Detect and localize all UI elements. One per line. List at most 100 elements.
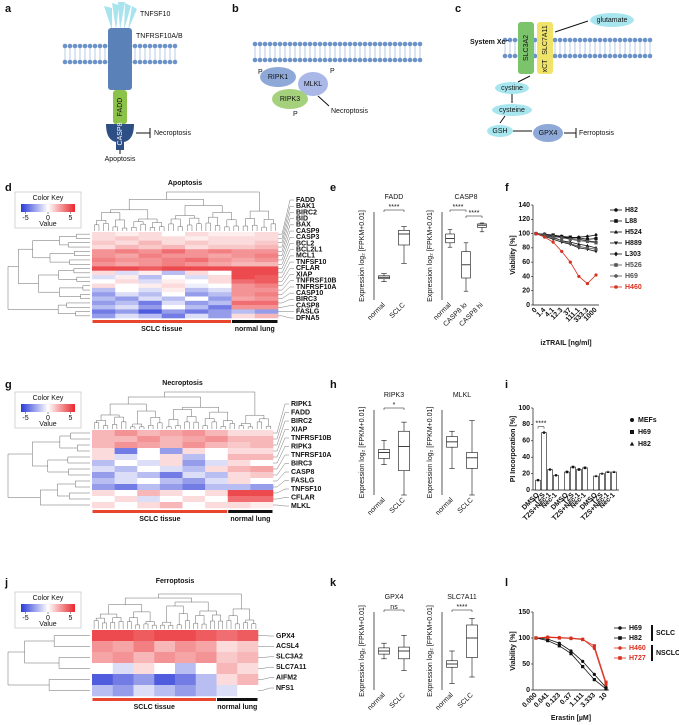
- lipid-head: [332, 57, 338, 63]
- cysteine-label: cysteine: [499, 107, 525, 114]
- data-point: [577, 244, 581, 249]
- heatmap-cell: [161, 309, 186, 314]
- phospho-label: P: [330, 68, 335, 75]
- color-key-label: Value: [39, 221, 56, 228]
- heatmap-cell: [161, 292, 186, 297]
- lipid-head: [72, 59, 78, 65]
- heatmap-cell: [205, 472, 229, 479]
- heatmap-cell: [227, 490, 251, 497]
- data-point: [565, 470, 569, 474]
- heatmap-cell: [137, 472, 161, 479]
- row-label: BCL2: [296, 240, 314, 247]
- lipid-head: [172, 43, 178, 49]
- lipid-head: [642, 53, 648, 59]
- lipid-head: [82, 43, 88, 49]
- lipid-head: [82, 59, 88, 65]
- arrow: [554, 20, 589, 33]
- heatmap-cell: [208, 279, 232, 284]
- row-label: CASP10: [296, 290, 323, 297]
- lipid-head: [392, 57, 398, 63]
- chart-title: MLKL: [453, 392, 471, 399]
- heatmap-cell: [137, 442, 161, 449]
- heatmap-cell: [138, 313, 163, 319]
- lipid-head: [372, 41, 378, 47]
- lipid-head: [412, 41, 418, 47]
- heatmap-cell: [205, 442, 229, 449]
- lipid-head: [102, 43, 108, 49]
- heatmap-cell: [182, 478, 206, 485]
- row-leader: [278, 199, 294, 235]
- heatmap-cell: [161, 270, 186, 276]
- cysteine-node: [492, 104, 532, 116]
- heatmap-cell: [138, 275, 163, 280]
- color-key-title: Color Key: [33, 395, 64, 402]
- group-bar: [92, 510, 228, 513]
- heatmap-cell: [205, 466, 229, 473]
- heatmap-cell: [185, 279, 209, 284]
- heatmap-cell: [185, 296, 209, 302]
- heatmap-cell: [216, 630, 238, 642]
- group-label: SCLC tissue: [141, 326, 182, 333]
- lipid-head: [142, 43, 148, 49]
- heatmap-cell: [254, 257, 279, 263]
- lipid-head: [612, 53, 618, 59]
- data-point: [594, 474, 598, 478]
- lipid-head: [152, 59, 158, 65]
- color-key-label: Value: [39, 421, 56, 428]
- heatmap-cell: [216, 674, 238, 686]
- significance-label: ****: [536, 420, 547, 427]
- lipid-head: [327, 57, 333, 63]
- lipid-head: [347, 41, 353, 47]
- data-point: [581, 659, 585, 664]
- heatmap-cell: [161, 279, 186, 284]
- row-leader: [258, 656, 274, 658]
- lipid-head: [72, 43, 78, 49]
- lipid-head: [617, 37, 623, 43]
- heatmap-cell: [161, 262, 186, 267]
- heatmap-cell: [254, 262, 279, 267]
- legend-label: H727: [629, 655, 646, 662]
- heatmap-cell: [159, 484, 183, 491]
- data-point: [569, 636, 573, 641]
- lipid-head: [632, 37, 638, 43]
- lipid-head: [312, 41, 318, 47]
- ligand: [104, 2, 137, 30]
- chart-title: FADD: [385, 194, 404, 201]
- heatmap-cell: [250, 502, 274, 509]
- heatmap-cell: [133, 630, 155, 642]
- panel-label: k: [330, 577, 337, 589]
- heatmap-cell: [227, 448, 251, 455]
- blocked-label: Necroptosis: [154, 130, 191, 137]
- heatmap-cell: [237, 663, 259, 675]
- heatmap-cell: [92, 641, 114, 653]
- heatmap-cell: [114, 478, 138, 485]
- row-leader: [273, 437, 289, 458]
- row-label: CASP3: [296, 234, 319, 241]
- heatmap-cell: [115, 253, 139, 259]
- row-leader: [273, 454, 289, 470]
- heatmap-cell: [92, 296, 116, 302]
- y-axis-label: Expression log₂ [FPKM+0.01]: [359, 605, 366, 697]
- heatmap-cell: [114, 472, 138, 479]
- heatmap-cell: [254, 240, 279, 246]
- lipid-head: [597, 53, 603, 59]
- row-leader: [278, 243, 294, 265]
- heatmap-cell: [227, 436, 251, 443]
- gpx4-label: GPX4: [539, 130, 558, 137]
- heatmap-cell: [254, 266, 279, 271]
- row-leader: [278, 255, 294, 274]
- row-label: BIRC3: [291, 460, 312, 467]
- lipid-head: [567, 37, 573, 43]
- heatmap-cell: [185, 244, 209, 250]
- group-bar: [232, 320, 278, 323]
- heatmap-cell: [92, 472, 115, 479]
- y-tick-label: 40: [522, 454, 530, 461]
- lipid-head: [277, 57, 283, 63]
- row-label: MCL1: [296, 253, 315, 260]
- lipid-head: [617, 53, 623, 59]
- heatmap-cell: [161, 275, 186, 280]
- y-tick-label: 100: [518, 230, 530, 237]
- lipid-head: [327, 41, 333, 47]
- phospho-label: P: [258, 69, 263, 76]
- lipid-head: [597, 37, 603, 43]
